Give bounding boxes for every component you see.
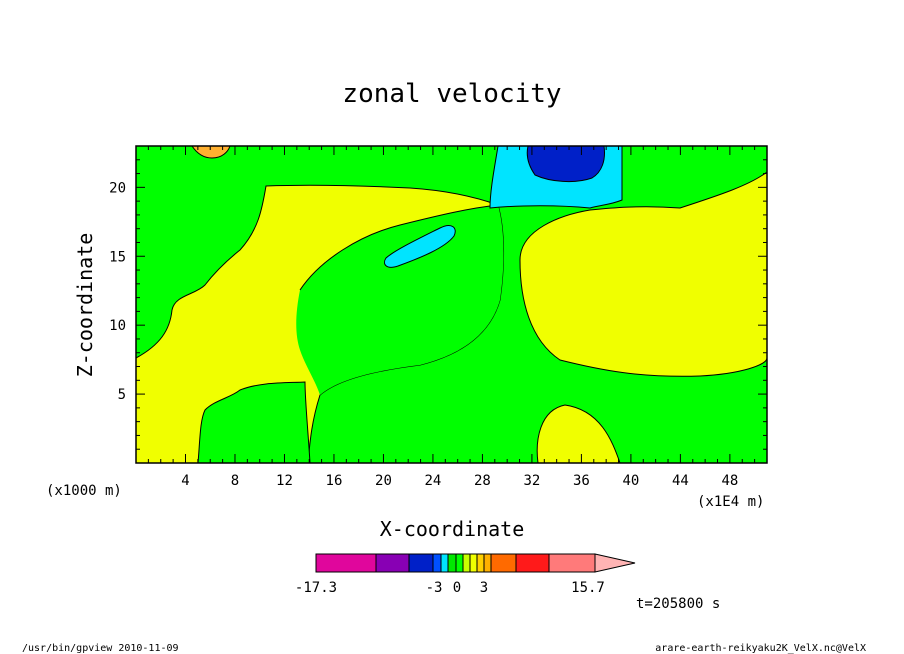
field-strong-negative [526, 146, 605, 183]
y-tick-label: 20 [109, 180, 126, 196]
x-tick-label: 28 [474, 473, 491, 489]
x-scale-label: (x1E4 m) [697, 494, 764, 510]
colorbar-segment [476, 553, 485, 573]
x-tick-label: 4 [181, 473, 189, 489]
colorbar-segment [408, 553, 434, 573]
x-tick-label: 36 [573, 473, 590, 489]
x-tick-label: 40 [622, 473, 639, 489]
y-tick-label: 10 [109, 318, 126, 334]
colorbar-segment [432, 553, 442, 573]
colorbar-label: 0 [453, 580, 461, 596]
field-tongue [296, 205, 504, 395]
colorbar-segment [490, 553, 517, 573]
colorbar-segment [455, 553, 464, 573]
y-scale-label: (x1000 m) [46, 483, 122, 499]
x-tick-label: 16 [326, 473, 343, 489]
colorbar-segment [315, 553, 377, 573]
field-band-upper [136, 146, 767, 463]
x-tick-label: 8 [231, 473, 239, 489]
x-tick-label: 24 [425, 473, 442, 489]
time-annotation: t=205800 s [636, 596, 720, 612]
colorbar-segment [483, 553, 492, 573]
footer-right: arare-earth-reikyaku2K_VelX.nc@VelX [655, 643, 866, 654]
x-tick-label: 44 [672, 473, 689, 489]
field-positive-peak [191, 146, 231, 159]
colorbar-label: -17.3 [295, 580, 337, 596]
colorbar-labels: -17.3 -3 0 3 15.7 [295, 580, 605, 596]
x-tick-label: 12 [276, 473, 293, 489]
y-tick-label: 5 [118, 387, 126, 403]
colorbar-label: 3 [480, 580, 488, 596]
footer-left: /usr/bin/gpview 2010-11-09 [22, 643, 179, 654]
colorbar-segment [375, 553, 410, 573]
colorbar-segment [515, 553, 550, 573]
x-axis-label: X-coordinate [380, 517, 525, 541]
colorbar-segment [440, 553, 449, 573]
contour-field [136, 146, 767, 463]
colorbar-segment [462, 553, 471, 573]
field-negative-blob [384, 225, 456, 268]
x-tick-label: 20 [375, 473, 392, 489]
x-axis: 4 8 12 16 20 24 28 32 36 40 44 48 [147, 146, 756, 489]
colorbar-label: -3 [426, 580, 443, 596]
x-tick-label: 32 [523, 473, 540, 489]
plot-frame [135, 145, 768, 464]
colorbar-extension [594, 553, 636, 573]
colorbar-segment [469, 553, 478, 573]
y-axis-label: Z-coordinate [73, 233, 97, 378]
field-band-lower [136, 381, 311, 463]
colorbar-segment [447, 553, 457, 573]
colorbar-label: 15.7 [571, 580, 605, 596]
colorbar [315, 553, 636, 573]
x-tick-label: 48 [721, 473, 738, 489]
y-axis: 5 10 15 20 [109, 159, 767, 450]
y-tick-label: 15 [109, 249, 126, 265]
chart-title: zonal velocity [342, 79, 561, 109]
colorbar-segment [548, 553, 596, 573]
